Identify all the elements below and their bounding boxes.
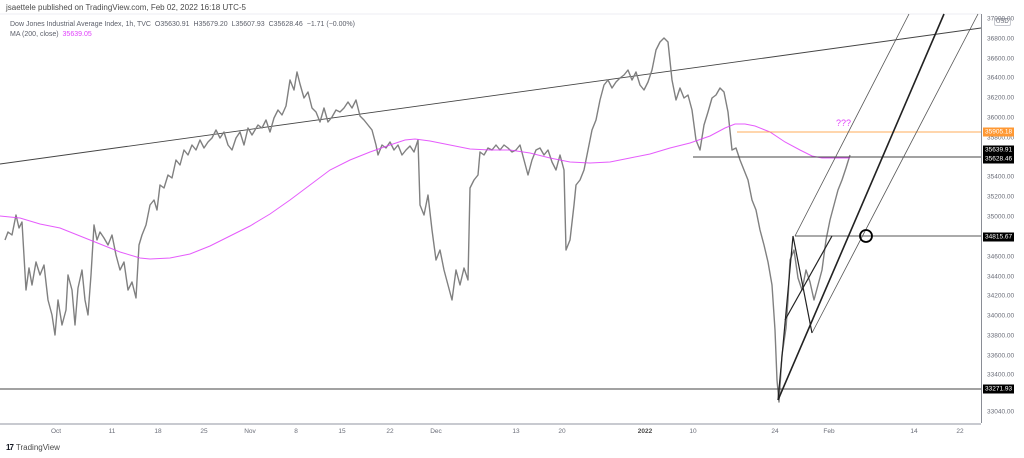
close-price-tag: 35628.46 bbox=[983, 154, 1015, 164]
channel-lower bbox=[811, 13, 979, 334]
chart-legend: Dow Jones Industrial Average Index, 1h, … bbox=[10, 20, 355, 40]
time-label: 20 bbox=[558, 428, 566, 435]
time-label: 10 bbox=[689, 428, 697, 435]
question-annotation: ??? bbox=[836, 118, 852, 128]
time-label: Feb bbox=[823, 428, 835, 435]
tradingview-logo-icon: 17 bbox=[6, 443, 14, 452]
price-tick: 36400.00 bbox=[987, 74, 1015, 82]
change-value: −1.71 (−0.00%) bbox=[306, 21, 355, 28]
time-label: 15 bbox=[338, 428, 346, 435]
time-label: 13 bbox=[512, 428, 520, 435]
time-label: Nov bbox=[244, 428, 256, 435]
time-label: Dec bbox=[430, 428, 442, 435]
price-tick: 35800.00 bbox=[987, 134, 1015, 142]
time-label: Oct bbox=[50, 428, 62, 435]
time-label: 14 bbox=[910, 428, 918, 435]
price-tick: 33600.00 bbox=[987, 352, 1015, 360]
ma-label: MA (200, close) bbox=[10, 31, 59, 38]
ma-price-tag: 35639.91 bbox=[983, 145, 1015, 155]
price-tick: 36200.00 bbox=[987, 94, 1015, 102]
currency-label: USD bbox=[994, 18, 1011, 26]
price-tick: 36000.00 bbox=[987, 114, 1015, 122]
time-axis[interactable]: Oct 11 18 25 Nov 8 15 22 Dec 13 20 2022 … bbox=[0, 423, 981, 440]
time-label-year: 2022 bbox=[637, 428, 653, 435]
price-tick: 34000.00 bbox=[987, 312, 1015, 320]
mid-level-tag: 34815.67 bbox=[983, 232, 1015, 242]
ma-value: 35639.05 bbox=[62, 31, 92, 38]
symbol-name: Dow Jones Industrial Average Index, 1h, … bbox=[10, 21, 151, 28]
price-axis[interactable]: USD 37000.00 36800.00 36600.00 36400.00 … bbox=[981, 14, 1024, 423]
time-label: 18 bbox=[154, 428, 162, 435]
price-tick: 37000.00 bbox=[987, 15, 1015, 23]
price-tick: 36800.00 bbox=[987, 35, 1015, 43]
price-tick: 35400.00 bbox=[987, 173, 1015, 181]
time-label: 25 bbox=[200, 428, 208, 435]
low-value: L35607.93 bbox=[231, 21, 265, 28]
orange-level-tag: 35905.18 bbox=[983, 127, 1015, 137]
price-tick: 36600.00 bbox=[987, 55, 1015, 63]
low-level-tag: 33271.93 bbox=[983, 384, 1015, 394]
price-tick: 35000.00 bbox=[987, 213, 1015, 221]
footer-branding: 17 TradingView bbox=[6, 443, 60, 452]
long-trendline bbox=[0, 27, 982, 165]
price-tick: 33040.00 bbox=[987, 408, 1015, 416]
time-label: 8 bbox=[294, 428, 298, 435]
zigzag-connector bbox=[784, 235, 833, 321]
time-label: 11 bbox=[108, 428, 116, 435]
price-tick: 34400.00 bbox=[987, 273, 1015, 281]
time-label: 22 bbox=[956, 428, 964, 435]
high-value: H35679.20 bbox=[193, 21, 228, 28]
ma-200-line bbox=[0, 123, 850, 260]
open-value: O35630.91 bbox=[154, 21, 190, 28]
ma-line: MA (200, close) 35639.05 bbox=[10, 30, 355, 40]
time-label: 22 bbox=[386, 428, 394, 435]
target-circle-marker bbox=[859, 229, 873, 243]
price-tick: 34200.00 bbox=[987, 292, 1015, 300]
zigzag-pattern bbox=[777, 235, 813, 401]
channel-median bbox=[777, 13, 945, 401]
price-tick: 35200.00 bbox=[987, 193, 1015, 201]
channel-upper bbox=[794, 13, 910, 237]
time-label: 24 bbox=[771, 428, 779, 435]
publisher-line: jsaettele published on TradingView.com, … bbox=[6, 3, 246, 12]
price-tick: 33800.00 bbox=[987, 332, 1015, 340]
price-tick: 33400.00 bbox=[987, 371, 1015, 379]
price-series bbox=[4, 37, 851, 403]
symbol-ohlc-line: Dow Jones Industrial Average Index, 1h, … bbox=[10, 20, 355, 30]
close-value: C35628.46 bbox=[268, 21, 303, 28]
brand-name: TradingView bbox=[15, 443, 60, 452]
price-tick: 34600.00 bbox=[987, 253, 1015, 261]
